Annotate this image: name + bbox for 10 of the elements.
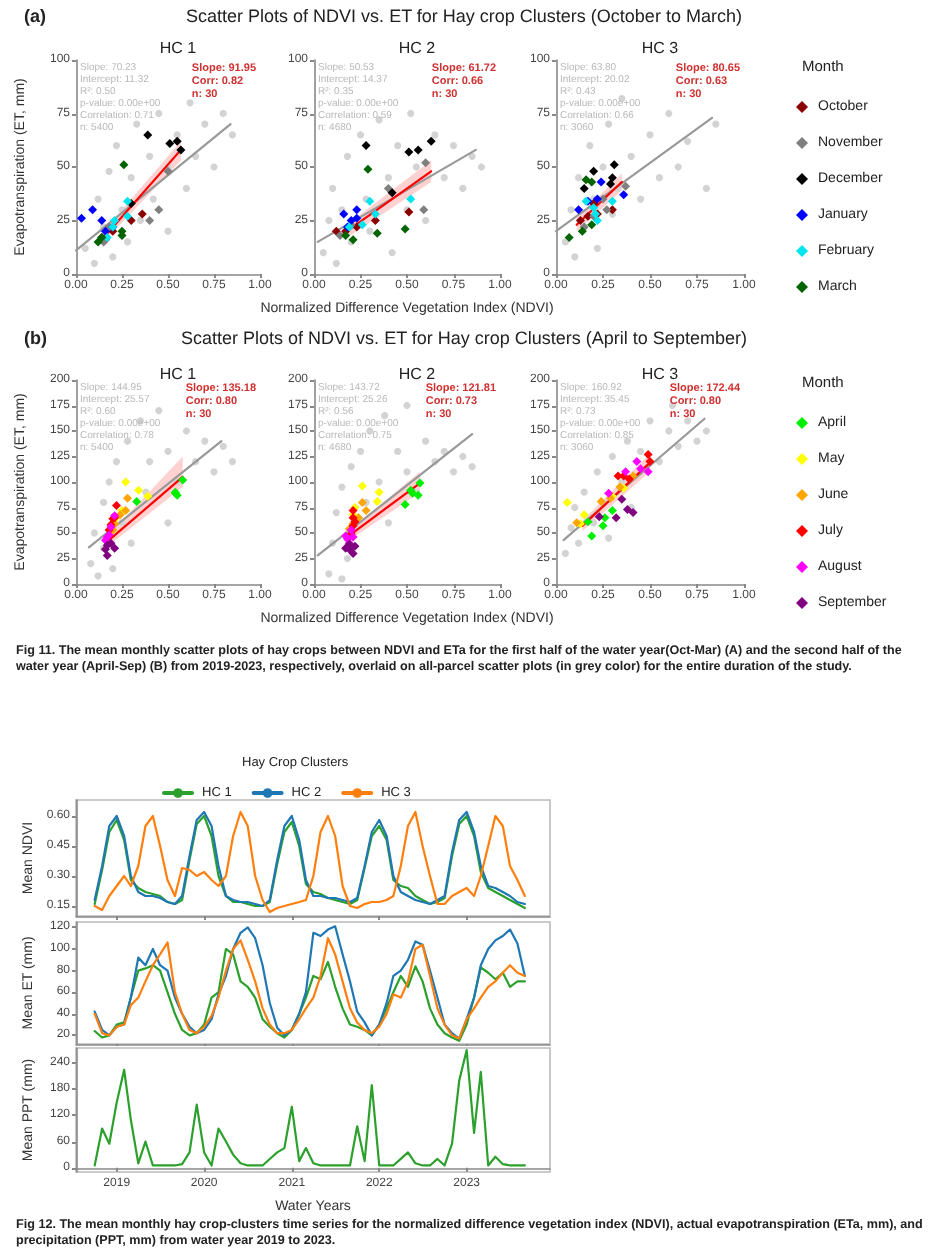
text: (a) (24, 6, 48, 30)
text: (b) (24, 328, 49, 352)
chart-title: HC 3 (641, 365, 680, 383)
chart-title: HC 1 (159, 365, 198, 383)
text: Scatter Plots of NDVI vs. ET for Hay crop Clusters (April to September) (179, 328, 749, 352)
chart-title: HC 1 (159, 39, 198, 57)
chart-title: HC 3 (641, 39, 680, 57)
text: Scatter Plots of NDVI vs. ET for Hay crop Clusters (October to March) (184, 6, 744, 30)
chart-title: HC 2 (398, 365, 437, 383)
chart-title: HC 2 (398, 39, 437, 57)
